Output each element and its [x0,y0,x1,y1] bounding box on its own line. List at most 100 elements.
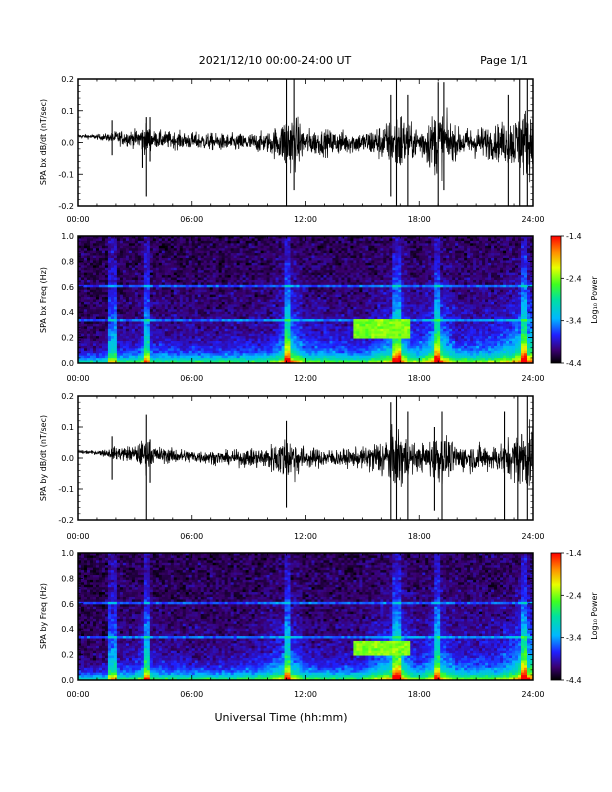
spectrogram-cell [281,316,285,320]
spectrogram-cell [149,265,154,269]
spectrogram-cell [287,328,291,332]
spectrogram-cell [242,275,246,278]
spectrogram-cell [347,343,351,347]
spectrogram-cell [341,294,345,298]
spectrogram-cell [350,326,354,330]
spectrogram-cell [80,238,85,242]
spectrogram-cell [188,314,193,317]
spectrogram-cell [200,272,205,276]
spectrogram-cell [158,265,163,269]
spectrogram-cell [323,311,327,315]
spectrogram-cell [236,316,240,320]
spectrogram-cell [341,243,345,247]
spectrogram-cell [230,336,234,339]
spectrogram-cell [110,338,115,342]
spectrogram-cell [164,243,169,247]
spectrogram-cell [146,294,151,298]
spectrogram-cell [78,323,82,327]
spectrogram-cell [158,311,163,315]
spectrogram-cell [83,331,88,334]
spectrogram-cell [122,245,127,249]
spectrogram-cell [317,326,321,330]
spectrogram-cell [152,350,157,354]
spectrogram-cell [203,304,208,308]
spectrogram-cell [176,275,181,278]
spectrogram-cell [308,275,312,278]
spectrogram-cell [344,253,348,256]
spectrogram-cell [92,321,97,325]
spectrogram-cell [287,279,291,283]
spectrogram-cell [89,336,94,339]
spectrogram-cell [191,257,196,261]
spectrogram-cell [203,279,208,283]
spectrogram-cell [314,319,318,322]
spectrogram-cell [323,272,327,276]
spectrogram-cell [281,289,285,293]
spectrogram-cell [78,316,82,320]
spectrogram-cell [341,257,345,261]
spectrogram-cell [200,338,205,342]
spectrogram-cell [164,238,169,242]
spectrogram-cell [110,316,115,320]
spectrogram-cell [197,333,202,337]
spectrogram-cell [152,353,157,356]
spectrogram-cell [308,240,312,244]
spectrogram-cell [323,294,327,298]
spectrogram-cell [101,333,106,337]
spectrogram-cell [338,257,342,261]
spectrogram-cell [236,260,240,264]
spectrogram-cell [251,353,255,356]
spectrogram-cell [164,265,169,269]
spectrogram-cell [293,267,297,271]
spectrogram-cell [182,311,187,315]
spectrogram-cell [281,282,285,286]
spectrogram-cell [164,326,169,330]
spectrogram-cell [356,297,360,300]
spectrogram-cell [287,255,291,259]
spectrogram-cell [356,262,360,266]
spectrogram-cell [170,245,175,249]
spectrogram-cell [143,270,148,273]
spectrogram-cell [230,341,234,344]
spectrogram-cell [149,250,154,254]
spectrogram-cell [272,284,276,288]
spectrogram-cell [158,338,163,342]
spectrogram-cell [191,267,196,271]
spectrogram-cell [215,360,219,364]
spectrogram-cell [227,284,231,288]
spectrogram-cell [320,333,324,337]
spectrogram-cell [185,260,190,264]
spectrogram-cell [311,248,315,251]
spectrogram-cell [212,297,216,300]
spectrogram-cell [128,270,133,273]
spectrogram-cell [155,360,160,364]
spectrogram-cell [248,353,252,356]
spectrogram-cell [83,345,88,349]
spectrogram-cell [260,319,264,322]
spectrogram-cell [89,358,94,361]
spectrogram-cell [317,311,321,315]
spectrogram-cell [200,289,205,293]
spectrogram-cell [158,270,163,273]
spectrogram-cell [248,245,252,249]
spectrogram-cell [329,301,333,305]
spectrogram-cell [182,350,187,354]
spectrogram-cell [197,314,202,317]
spectrogram-cell [221,257,225,261]
spectrogram-cell [143,267,148,271]
spectrogram-cell [308,279,312,283]
spectrogram-cell [158,250,163,254]
spectrogram-cell [152,267,157,271]
spectrogram-cell [185,333,190,337]
spectrogram-cell [353,353,357,356]
spectrogram-cell [245,301,249,305]
spectrogram-cell [332,294,336,298]
spectrogram-cell [269,284,273,288]
spectrogram-cell [350,245,354,249]
spectrogram-cell [212,240,216,244]
spectrogram-cell [218,353,222,356]
spectrogram-cell [290,338,294,342]
spectrogram-cell [179,338,184,342]
spectrogram-cell [344,343,348,347]
spectrogram-cell [308,306,312,310]
